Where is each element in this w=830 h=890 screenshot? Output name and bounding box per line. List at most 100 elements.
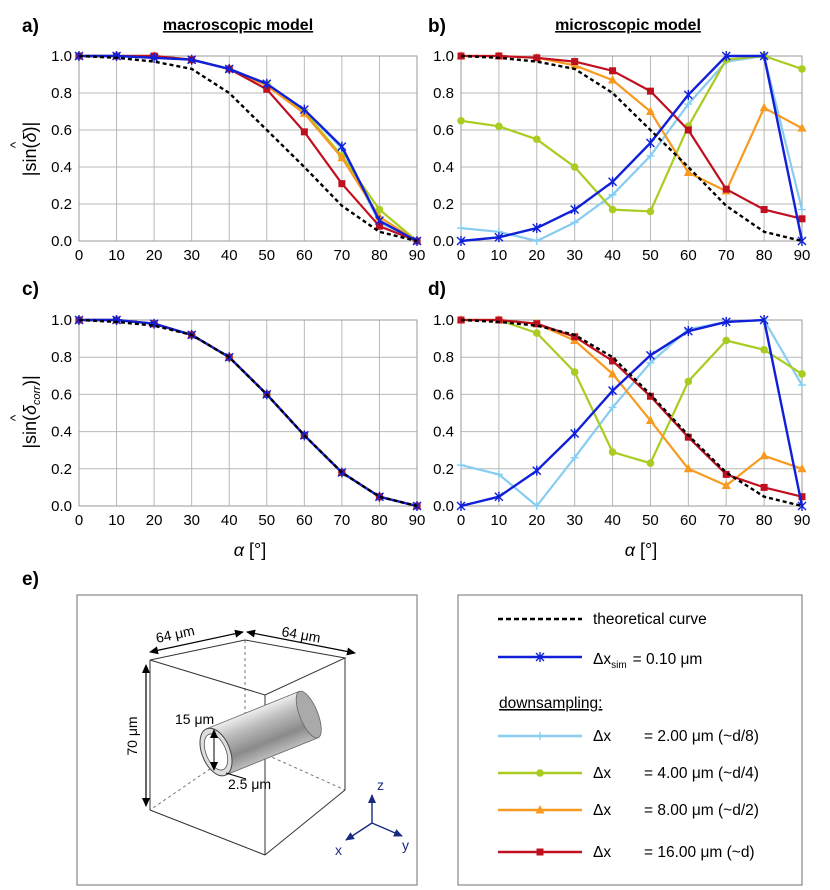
data-point-ds8 (645, 106, 655, 115)
y-tick-label: 0.0 (51, 233, 72, 250)
series-line-sim (79, 54, 418, 243)
x-tick-label: 90 (409, 512, 426, 529)
legend-marker-ds16 (536, 848, 544, 856)
x-tick-label: 20 (528, 247, 545, 264)
y-tick-label: 0.8 (51, 85, 72, 102)
data-point-ds4 (532, 135, 541, 144)
x-tick-label: 0 (75, 512, 83, 529)
data-point-ds2 (570, 218, 579, 227)
data-point-sim (570, 204, 580, 215)
chart-a: 0 10 20 30 40 50 60 70 80 90 0.0 0.2 0.4 0.6 0.8 1.0 (51, 48, 425, 264)
panel-label-b: b) (428, 16, 446, 37)
data-point-ds2 (532, 502, 541, 510)
x-tick-label: 90 (794, 247, 811, 264)
series-line-ds8 (79, 54, 418, 242)
data-point-ds16 (646, 392, 654, 400)
data-point-sim (224, 63, 234, 74)
x-tick-label: 60 (296, 512, 313, 529)
data-point-sim (608, 176, 618, 187)
legend-ds16-symbol: Δx (593, 844, 611, 861)
data-point-ds8 (608, 75, 618, 84)
series-line-ds8 (461, 54, 803, 193)
x-tick-label: 20 (146, 512, 163, 529)
y-axis-label-top: |sin(δ)| ^ (7, 122, 40, 176)
geometry-diagram: 64 μm 64 μm 70 μm 15 μm 2.5 μm z x y (76, 594, 418, 886)
chart-d: 0 10 20 30 40 50 60 70 80 90 0.0 0.2 0.4 0.6 0.8 1.0 (433, 312, 810, 529)
data-point-ds4 (798, 370, 806, 378)
series-line-ds2 (460, 318, 803, 508)
data-point-ds16 (571, 333, 579, 341)
series-line-theory (460, 54, 803, 243)
series-line-ds4 (79, 318, 418, 508)
x-tick-label: 70 (718, 512, 735, 529)
x-tick-label: 70 (718, 247, 735, 264)
x-tick-label: 20 (528, 512, 545, 529)
data-point-ds2 (570, 453, 579, 462)
axis-label-y: y (402, 837, 409, 853)
y-tick-label: 0.8 (433, 85, 454, 102)
data-point-ds16 (722, 470, 730, 478)
series-line-sim (79, 318, 418, 508)
dim-label-wall: 2.5 μm (228, 776, 271, 792)
dim-label-height: 70 μm (124, 716, 140, 755)
x-tick-label: 50 (642, 512, 659, 529)
panel-label-a: a) (22, 16, 39, 37)
data-point-ds16 (798, 215, 806, 223)
x-tick-label: 60 (296, 247, 313, 264)
series-line-ds16 (461, 54, 803, 220)
data-point-sim (797, 501, 807, 511)
y-tick-label: 0.8 (51, 349, 72, 366)
svg-text:^: ^ (7, 141, 23, 148)
plot-frame (460, 319, 803, 507)
data-point-ds4 (608, 205, 617, 214)
plot-frame (78, 55, 418, 242)
y-axis-arrow (371, 822, 403, 837)
x-tick-label: 90 (409, 247, 426, 264)
data-point-sim (721, 316, 731, 327)
data-point-ds8 (683, 463, 693, 473)
legend-sim-label: Δxsim = 0.10 μm (593, 651, 702, 671)
data-point-ds4 (646, 207, 655, 216)
dim-arrow-width-1 (149, 629, 244, 655)
data-point-ds8 (797, 123, 807, 132)
panel-label-e: e) (22, 569, 39, 590)
data-point-sim (494, 232, 504, 243)
coordinate-axes: z x y (335, 777, 409, 858)
x-tick-label: 10 (108, 247, 125, 264)
data-point-ds2 (684, 100, 693, 109)
series-line-sim (460, 318, 804, 508)
data-point-sim (374, 215, 384, 226)
series-line-theory (460, 318, 803, 508)
series-line-ds8 (79, 318, 418, 508)
x-tick-label: 90 (794, 512, 811, 529)
data-point-ds2 (608, 403, 617, 412)
data-point-ds8 (759, 102, 769, 112)
data-point-sim (721, 51, 731, 61)
data-point-sim (645, 350, 655, 361)
y-tick-label: 0.6 (433, 386, 454, 403)
x-tick-label: 60 (680, 247, 697, 264)
x-tick-label: 70 (334, 247, 351, 264)
svg-text:|sin(δ)|: |sin(δ)| (20, 122, 40, 176)
x-tick-label: 50 (642, 247, 659, 264)
x-tick-label: 0 (75, 247, 83, 264)
x-axis-label-left: α [°] (234, 540, 266, 560)
data-point-ds2 (532, 237, 541, 245)
series-line-theory (78, 318, 418, 508)
svg-text:^: ^ (7, 414, 23, 421)
data-point-ds4 (608, 448, 617, 456)
legend-marker-ds2 (536, 732, 544, 740)
legend-frame (457, 594, 803, 886)
dim-arrow-width-2 (246, 629, 356, 656)
data-point-sim (456, 236, 466, 246)
y-tick-label: 1.0 (433, 312, 454, 329)
data-point-ds8 (759, 450, 769, 460)
data-point-ds4 (646, 459, 655, 468)
y-tick-label: 1.0 (51, 312, 72, 329)
data-point-ds2 (457, 224, 465, 233)
data-point-sim (456, 501, 466, 511)
panel-label-d: d) (428, 279, 446, 300)
dim-line-wall (225, 772, 247, 780)
data-point-ds16 (760, 206, 768, 214)
